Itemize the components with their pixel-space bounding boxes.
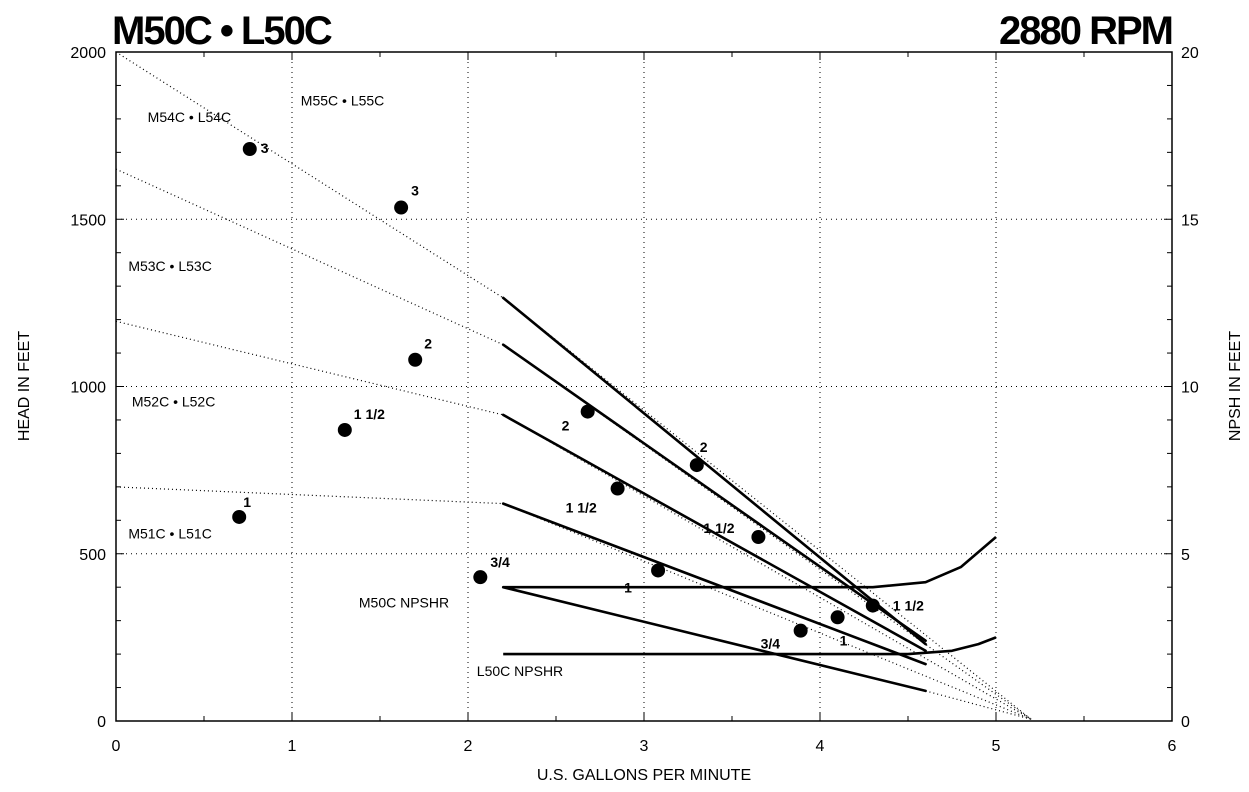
extension-lines-layer bbox=[115, 51, 1032, 720]
series-extension-3 bbox=[115, 51, 1032, 720]
point-label: 1 bbox=[243, 494, 251, 510]
point-label: 2 bbox=[562, 418, 570, 434]
data-point bbox=[408, 352, 423, 367]
series-line-2 bbox=[501, 343, 927, 643]
series-line-3 bbox=[501, 296, 927, 646]
model-label: M55C • L55C bbox=[301, 93, 385, 109]
point-label: 3 bbox=[411, 183, 419, 199]
plot-frame bbox=[115, 51, 1173, 722]
y2-tick-label: 5 bbox=[1181, 547, 1190, 564]
data-point bbox=[651, 563, 666, 578]
x-tick-label: 5 bbox=[992, 738, 1001, 755]
npshr-line-0 bbox=[503, 536, 997, 589]
point-label: 1 1/2 bbox=[893, 598, 924, 614]
series-line-4 bbox=[501, 585, 927, 693]
point-label: 1 1/2 bbox=[354, 406, 385, 422]
point-label: 3/4 bbox=[761, 636, 781, 652]
x-tick-label: 0 bbox=[112, 738, 121, 755]
data-point bbox=[689, 458, 704, 473]
data-point bbox=[830, 610, 845, 625]
data-point bbox=[580, 404, 595, 419]
data-point bbox=[232, 509, 247, 524]
y-tick-label: 0 bbox=[97, 714, 106, 731]
y2-tick-label: 0 bbox=[1181, 714, 1190, 731]
points-layer bbox=[232, 142, 880, 638]
y2-tick-label: 20 bbox=[1181, 45, 1199, 62]
y-tick-label: 1500 bbox=[70, 212, 106, 229]
data-point bbox=[751, 530, 766, 545]
data-point bbox=[337, 422, 352, 437]
y-tick-label: 1000 bbox=[70, 380, 106, 397]
series-line-0 bbox=[501, 502, 927, 666]
x-tick-label: 6 bbox=[1168, 738, 1177, 755]
grid-layer bbox=[116, 52, 1172, 721]
x-tick-label: 4 bbox=[816, 738, 825, 755]
data-point bbox=[394, 200, 409, 215]
point-label: 1 1/2 bbox=[566, 500, 597, 516]
model-label: M52C • L52C bbox=[132, 394, 216, 410]
point-label: 2 bbox=[424, 336, 432, 352]
x-axis-label: U.S. GALLONS PER MINUTE bbox=[537, 767, 751, 784]
point-label: 1 bbox=[840, 632, 848, 648]
series-extension-4 bbox=[925, 690, 1032, 720]
data-point bbox=[610, 481, 625, 496]
model-label: M51C • L51C bbox=[128, 526, 212, 542]
point-label: 3 bbox=[261, 140, 269, 156]
point-label: 3/4 bbox=[490, 554, 510, 570]
point-label: 1 1/2 bbox=[703, 520, 734, 536]
data-point bbox=[473, 570, 488, 585]
model-label: M53C • L53C bbox=[128, 258, 212, 274]
point-label: 1 bbox=[624, 579, 632, 595]
x-tick-label: 2 bbox=[464, 738, 473, 755]
series-extension-1 bbox=[115, 320, 1032, 720]
series-line-1 bbox=[501, 413, 927, 653]
chart-subtitle: 2880 RPM bbox=[999, 9, 1172, 53]
data-point bbox=[242, 142, 257, 157]
model-label: L50C NPSHR bbox=[477, 663, 563, 679]
series-extension-2 bbox=[115, 168, 1032, 720]
npshr-line-1 bbox=[503, 636, 997, 656]
model-label: M54C • L54C bbox=[148, 109, 232, 125]
y-tick-label: 500 bbox=[79, 547, 106, 564]
y-axis-label: HEAD IN FEET bbox=[16, 331, 33, 441]
chart-title: M50C • L50C bbox=[112, 9, 332, 53]
point-label: 2 bbox=[700, 439, 708, 455]
y2-axis-label: NPSH IN FEET bbox=[1227, 331, 1244, 441]
labels-layer: 3 3 2 1 1/2 1 3/4 2 2 1 1/2 1 1/2 1 1 3/4 1 1/2 M55C •… bbox=[128, 93, 924, 679]
y2-tick-label: 10 bbox=[1181, 380, 1199, 397]
x-tick-label: 1 bbox=[288, 738, 297, 755]
x-tick-label: 3 bbox=[640, 738, 649, 755]
data-point bbox=[793, 623, 808, 638]
y-tick-label: 2000 bbox=[70, 45, 106, 62]
model-label: M50C NPSHR bbox=[359, 594, 449, 610]
series-layer bbox=[501, 296, 927, 693]
npshr-layer bbox=[503, 536, 997, 656]
y2-tick-label: 15 bbox=[1181, 212, 1199, 229]
data-point bbox=[865, 598, 880, 613]
